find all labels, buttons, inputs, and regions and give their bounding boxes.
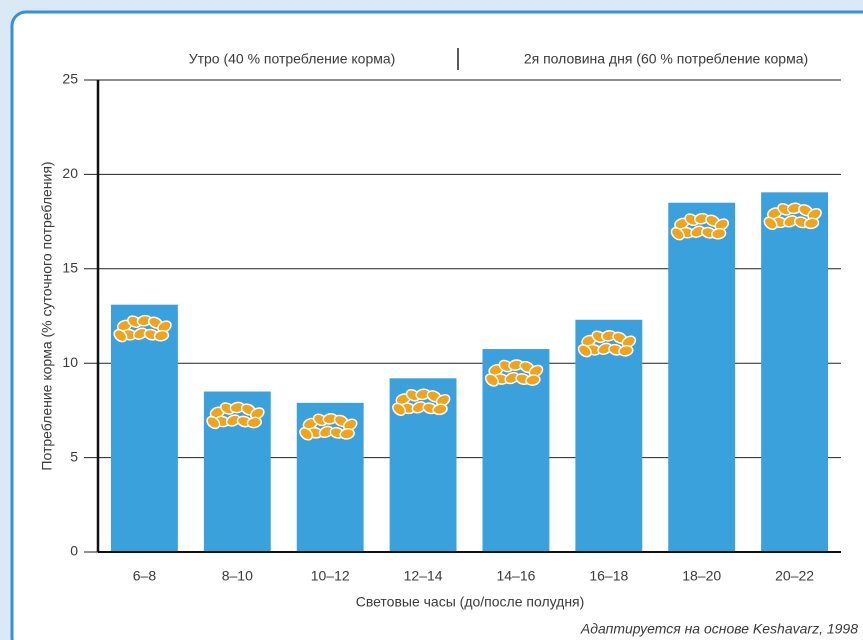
bar — [111, 304, 178, 552]
bar — [761, 192, 828, 552]
header-right: 2я половина дня (60 % потребление корма) — [524, 51, 808, 67]
x-tick-label: 20–22 — [775, 568, 814, 584]
grain — [206, 415, 221, 430]
grain — [803, 217, 820, 230]
x-tick-label: 18–20 — [682, 568, 721, 584]
bar — [575, 319, 643, 552]
grain — [484, 373, 499, 387]
grain — [618, 344, 634, 357]
y-tick-label: 25 — [62, 71, 78, 87]
x-tick-label: 8–10 — [222, 568, 253, 584]
x-tick-label: 12–14 — [404, 568, 443, 584]
y-tick-label: 5 — [70, 448, 78, 464]
grain — [670, 227, 685, 241]
x-tick-label: 14–16 — [496, 568, 535, 584]
grain-icon — [484, 359, 544, 387]
x-tick-label: 6–8 — [133, 568, 157, 584]
grain — [392, 402, 407, 416]
grain — [113, 329, 128, 343]
grain-icon — [392, 388, 451, 416]
y-axis-label: Потребление корма (% суточного потреблен… — [39, 161, 55, 470]
grain — [621, 335, 637, 349]
grain — [710, 227, 727, 240]
grain — [250, 407, 265, 420]
grain — [528, 364, 544, 378]
grain — [577, 344, 592, 358]
grain — [157, 320, 172, 333]
grain — [807, 208, 822, 221]
grain — [525, 374, 541, 386]
grain-icon — [113, 314, 172, 343]
header-left: Утро (40 % потребление корма) — [189, 51, 396, 67]
bar — [668, 202, 736, 552]
x-tick-label: 10–12 — [311, 568, 350, 584]
y-tick-label: 0 — [70, 543, 78, 559]
x-axis-label: Световые часы (до/после полудня) — [356, 594, 585, 610]
y-tick-label: 20 — [62, 165, 78, 181]
x-tick-label: 16–18 — [589, 568, 628, 584]
grain — [153, 329, 170, 342]
grain-icon — [763, 202, 822, 230]
grain — [339, 428, 355, 440]
grain-icon — [670, 212, 729, 241]
grain-icon — [299, 413, 358, 441]
grain — [246, 416, 263, 429]
grain — [299, 427, 314, 441]
grain — [432, 403, 448, 416]
grain — [435, 393, 451, 407]
source: Адаптируется на основе Keshavarz, 1998 — [580, 621, 858, 637]
grain-icon — [206, 401, 265, 430]
y-tick-label: 10 — [62, 354, 78, 370]
grain — [342, 418, 358, 432]
y-tick-label: 15 — [62, 260, 78, 276]
grain-icon — [577, 329, 637, 358]
grain — [763, 216, 778, 230]
grain — [714, 218, 729, 232]
